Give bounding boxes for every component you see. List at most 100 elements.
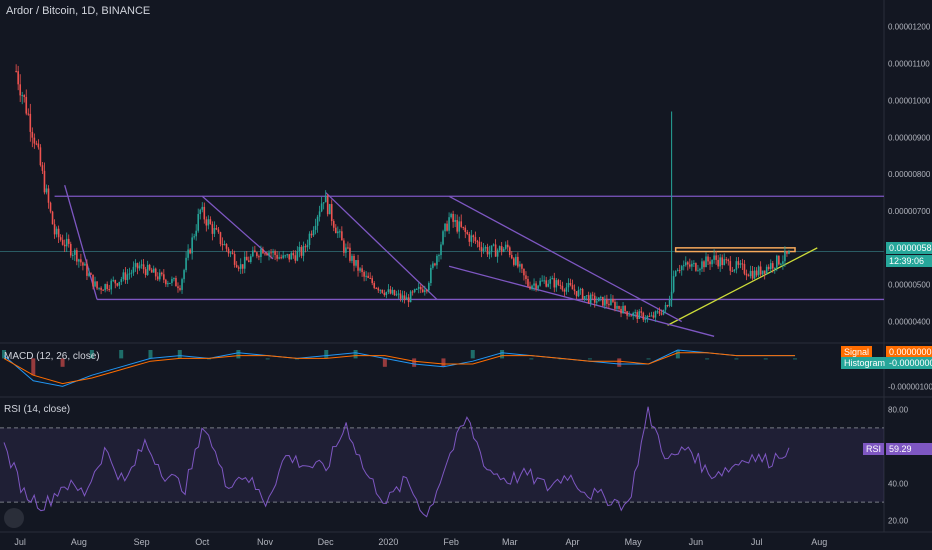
candle-body	[541, 280, 543, 282]
time-tick-label: Aug	[811, 537, 827, 547]
candle-body	[780, 263, 782, 265]
candle-body	[786, 251, 788, 254]
candle-body	[363, 272, 365, 277]
candle-body	[187, 249, 189, 258]
candle-body	[369, 277, 371, 279]
candle-body	[229, 252, 232, 254]
macd-histogram-bar	[441, 358, 446, 367]
candle-body	[108, 289, 111, 291]
tradingview-logo-icon[interactable]	[4, 508, 24, 528]
candle-body	[648, 315, 651, 317]
candle-body	[484, 246, 487, 249]
candle-body	[199, 209, 202, 215]
candle-body	[106, 284, 108, 290]
macd-pane: -0.00000100	[2, 349, 932, 391]
candle-body	[788, 251, 790, 254]
candle-body	[557, 280, 560, 285]
candle-body	[755, 270, 758, 276]
resistance-box	[674, 247, 796, 253]
candle-body	[652, 315, 655, 318]
candle-body	[500, 246, 503, 252]
candle-body	[508, 247, 511, 256]
macd-histogram-tag: Histogram	[841, 357, 889, 369]
pattern-trendline	[64, 185, 98, 300]
candle-body	[565, 287, 568, 292]
candle-body	[587, 295, 590, 303]
candle-body	[383, 292, 386, 296]
candle-body	[510, 255, 513, 259]
candle-body	[697, 270, 699, 272]
macd-line	[3, 349, 796, 387]
candle-body	[286, 254, 289, 256]
time-tick-label: Sep	[134, 537, 150, 547]
time-tick-label: Nov	[257, 537, 274, 547]
candle-body	[225, 244, 228, 249]
candle-body	[767, 266, 770, 270]
candle-body	[377, 288, 380, 291]
candle-body	[735, 261, 738, 270]
time-tick-label: May	[625, 537, 643, 547]
price-axis: 0.00001200 0.00001100 0.00001000 0.00000900…	[888, 23, 931, 327]
candle-body	[294, 255, 297, 261]
candle-body	[357, 260, 359, 271]
candle-body	[29, 113, 32, 132]
macd-histogram-bar	[587, 358, 592, 360]
rsi-band	[0, 427, 884, 503]
candle-body	[191, 237, 193, 254]
candle-body	[266, 253, 268, 256]
candle-body	[727, 259, 730, 262]
candle-body	[430, 267, 432, 284]
macd-histogram-bar	[60, 358, 65, 367]
support-trendline	[667, 247, 818, 326]
candle-body	[161, 272, 163, 275]
signal-line	[3, 352, 796, 385]
candle-body	[359, 268, 361, 271]
candle-body	[217, 229, 220, 233]
candle-body	[634, 312, 637, 314]
candle-body	[668, 300, 671, 306]
candle-body	[213, 228, 216, 234]
candle-body	[211, 224, 214, 234]
candle-body	[142, 264, 145, 270]
candle-body	[314, 225, 317, 230]
candle-body	[591, 294, 594, 296]
candle-body	[658, 311, 661, 314]
candle-body	[304, 246, 307, 248]
candle-body	[749, 270, 752, 277]
candle-body	[15, 70, 17, 72]
candle-body	[502, 248, 505, 252]
candle-body	[69, 243, 72, 256]
candle-body	[517, 256, 519, 267]
candle-body	[693, 263, 695, 265]
time-tick-label: Dec	[318, 537, 335, 547]
candle-body	[136, 263, 139, 269]
candle-body	[682, 265, 685, 267]
candle-body	[644, 318, 647, 320]
macd-histogram-value: -0.00000001	[886, 357, 932, 369]
candle-body	[618, 305, 620, 309]
candle-body	[88, 273, 90, 276]
candle-body	[759, 266, 762, 275]
candle-body	[235, 264, 238, 268]
candle-body	[559, 284, 562, 286]
candle-body	[100, 287, 102, 290]
candle-body	[674, 271, 677, 277]
candle-body	[419, 286, 422, 290]
macd-histogram-bar	[617, 358, 622, 367]
candle-body	[428, 283, 430, 291]
candle-body	[415, 288, 418, 290]
candle-body	[474, 237, 477, 242]
candle-body	[302, 246, 305, 256]
candle-body	[434, 263, 436, 266]
candle-body	[23, 95, 26, 97]
candle-body	[126, 274, 129, 281]
candle-body	[288, 254, 291, 260]
candle-body	[258, 256, 260, 258]
candle-body	[341, 231, 343, 241]
candle-body	[39, 147, 42, 166]
candle-body	[393, 290, 396, 296]
macd-label: MACD (12, 26, close)	[4, 351, 100, 362]
candle-body	[201, 206, 204, 210]
candle-body	[371, 278, 374, 284]
candle-body	[442, 231, 444, 245]
